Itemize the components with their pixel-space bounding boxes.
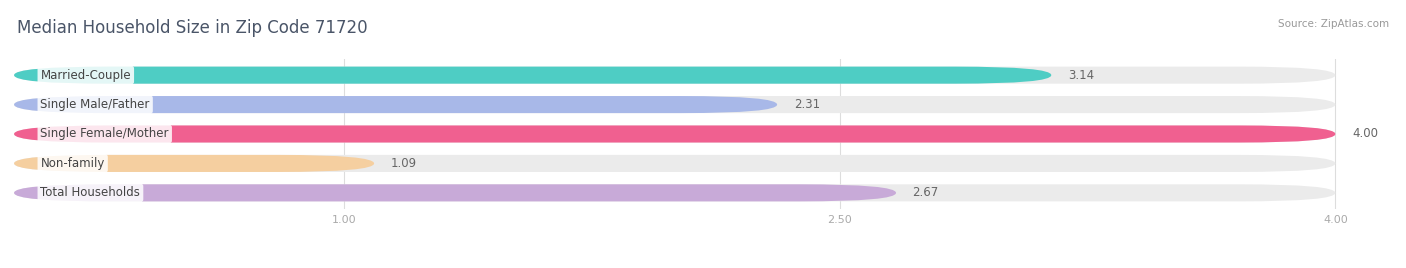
FancyBboxPatch shape [14,125,1336,143]
Text: Married-Couple: Married-Couple [41,69,131,82]
FancyBboxPatch shape [14,155,374,172]
Text: Total Households: Total Households [41,186,141,199]
FancyBboxPatch shape [14,96,1336,113]
FancyBboxPatch shape [14,125,1336,143]
Text: Median Household Size in Zip Code 71720: Median Household Size in Zip Code 71720 [17,19,367,37]
FancyBboxPatch shape [14,67,1336,84]
Text: 4.00: 4.00 [1353,128,1378,140]
FancyBboxPatch shape [14,96,778,113]
Text: Single Male/Father: Single Male/Father [41,98,150,111]
FancyBboxPatch shape [14,67,1052,84]
Text: Source: ZipAtlas.com: Source: ZipAtlas.com [1278,19,1389,29]
Text: 3.14: 3.14 [1067,69,1094,82]
FancyBboxPatch shape [14,184,1336,201]
Text: 2.67: 2.67 [912,186,939,199]
Text: Non-family: Non-family [41,157,105,170]
Text: 2.31: 2.31 [793,98,820,111]
FancyBboxPatch shape [14,155,1336,172]
FancyBboxPatch shape [14,184,896,201]
Text: Single Female/Mother: Single Female/Mother [41,128,169,140]
Text: 1.09: 1.09 [391,157,416,170]
